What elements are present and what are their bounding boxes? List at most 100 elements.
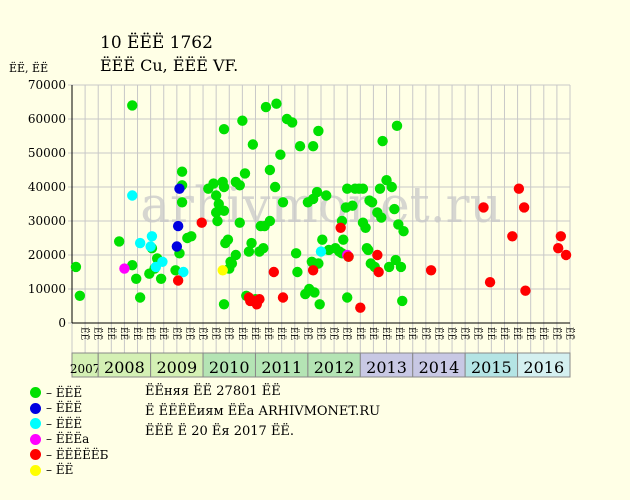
legend-item: – ЁЁЁ [30, 385, 108, 401]
year-band [150, 352, 204, 378]
data-point [520, 285, 531, 296]
data-point [389, 203, 400, 215]
data-point [317, 234, 328, 245]
magenta-dot-icon [30, 433, 41, 445]
data-point [127, 260, 138, 271]
legend-item: – ЁЁ [30, 463, 108, 479]
year-band [464, 352, 519, 378]
data-point [321, 190, 332, 201]
data-point [355, 302, 366, 313]
data-point [373, 266, 384, 278]
y-tick-label: 30000 [28, 214, 66, 228]
data-point [226, 258, 238, 269]
half-year-tick-label: ЁЁ [537, 327, 549, 340]
data-point [277, 197, 289, 208]
year-band [412, 352, 466, 378]
year-label: 2009 [156, 358, 197, 377]
data-point [186, 231, 197, 242]
data-point [478, 202, 489, 213]
data-point [234, 180, 245, 191]
data-point [309, 287, 320, 298]
year-label: 2016 [523, 358, 564, 377]
footer-average-price: ЁЁняя ЁЁ 27801 ЁЁ [145, 384, 281, 399]
data-point [555, 231, 567, 242]
data-point [484, 277, 496, 288]
chart-title: 10 ЁЁЁ 1762 [100, 33, 213, 53]
data-point [157, 256, 168, 267]
data-point [374, 183, 386, 194]
half-year-tick-label: ЁЁ [157, 327, 169, 340]
half-year-tick-label: ЁЁ [314, 327, 326, 340]
half-year-tick-label: ЁЁ [380, 327, 392, 340]
data-point [258, 243, 269, 254]
year-band [517, 352, 571, 378]
data-point [347, 200, 358, 211]
half-year-tick-label: ЁЁ [183, 327, 195, 340]
year-label: 2013 [366, 358, 407, 377]
half-year-tick-label: ЁЁ [118, 327, 130, 340]
data-point [311, 186, 323, 198]
half-year-tick-label: ЁЁ [301, 327, 313, 340]
half-year-tick-label: ЁЁ [79, 327, 91, 340]
half-year-tick-label: ЁЁ [406, 327, 418, 340]
data-point [286, 117, 298, 128]
data-point [338, 234, 349, 245]
half-year-tick-label: ЁЁ [275, 327, 287, 340]
data-point [178, 266, 189, 278]
data-point [362, 244, 374, 256]
half-year-tick-label: ЁЁ [563, 327, 575, 340]
data-point [171, 241, 183, 252]
green-dot-icon [30, 387, 41, 399]
data-point [172, 275, 184, 286]
year-label: 2008 [104, 358, 145, 377]
data-point [218, 181, 230, 193]
half-year-tick-label: ЁЁ [485, 327, 497, 340]
half-year-tick-label: ЁЁ [419, 327, 431, 340]
scatter-chart: 0 10000 20000 30000 40000 50000 60000 70000 arhi… [28, 78, 575, 378]
data-point [360, 222, 371, 233]
half-year-tick-label: ЁЁ [288, 327, 300, 340]
half-year-tick-label: ЁЁ [354, 327, 366, 340]
half-year-tick-label: ЁЁ [170, 327, 182, 340]
year-band [71, 352, 99, 378]
half-year-tick-label: ЁЁ [105, 327, 117, 340]
data-point [119, 263, 130, 274]
data-point [208, 178, 219, 189]
half-year-tick-label: ЁЁ [472, 327, 484, 340]
half-year-tick-label: ЁЁ [446, 327, 458, 340]
legend-item: – ЁЁЁЁЁБ [30, 447, 108, 463]
footer-date: ЁЁЁ Ё 20 Ёя 2017 ЁЁ. [145, 424, 295, 439]
data-point [268, 266, 280, 278]
data-point [176, 166, 188, 177]
data-point [294, 141, 306, 152]
year-band [359, 352, 414, 378]
data-point [290, 248, 302, 259]
y-axis-unit: ЁЁ, ЁЁ [9, 62, 49, 75]
year-label: 2015 [471, 358, 512, 377]
data-point [239, 168, 251, 179]
data-point [174, 183, 185, 194]
data-point [134, 292, 146, 303]
y-tick-label: 10000 [28, 282, 66, 296]
half-year-tick-label: ЁЁ [131, 327, 143, 340]
data-point [172, 220, 184, 232]
data-point [70, 261, 82, 273]
data-point [196, 217, 207, 228]
data-point [176, 197, 188, 208]
legend: – ЁЁЁ – ЁЁЁ – ЁЁЁ – ЁЁЁа – ЁЁЁЁЁБ – ЁЁ [30, 385, 108, 478]
data-point [357, 183, 369, 194]
data-point [170, 265, 181, 276]
data-point [222, 234, 234, 245]
data-point [292, 266, 303, 278]
cyan-dot-icon [30, 418, 41, 430]
data-point [313, 125, 324, 137]
data-point [553, 243, 564, 254]
legend-item: – ЁЁЁа [30, 432, 108, 448]
year-label: 2012 [314, 358, 355, 377]
red-dot-icon [30, 449, 41, 461]
data-point [391, 120, 403, 131]
blue-dot-icon [30, 402, 41, 414]
half-year-tick-label: ЁЁ [197, 327, 209, 340]
half-year-tick-label: ЁЁ [432, 327, 444, 340]
year-label: 2011 [261, 358, 302, 377]
